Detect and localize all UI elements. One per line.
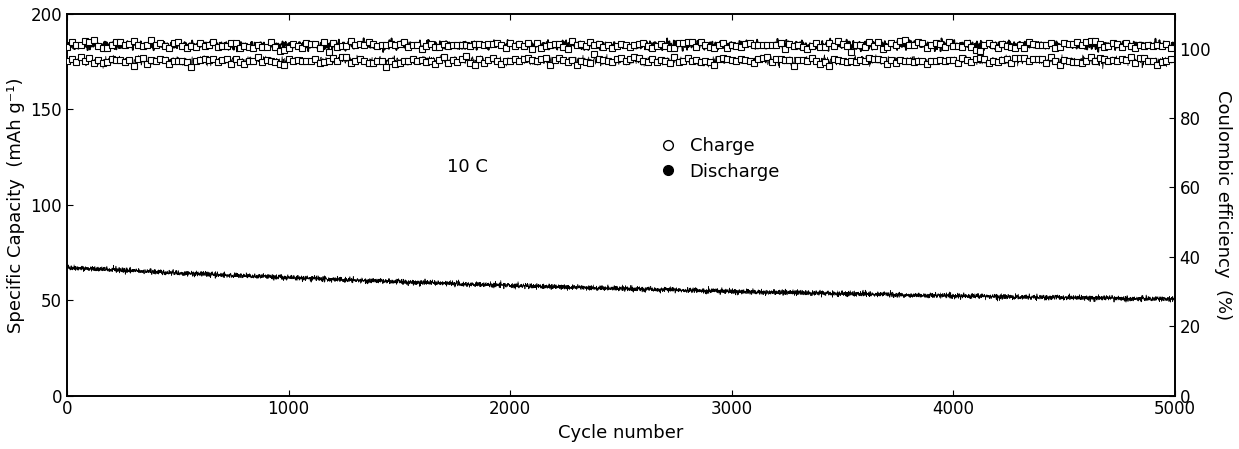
Text: 10 C: 10 C — [447, 158, 488, 176]
Legend: Charge, Discharge: Charge, Discharge — [643, 130, 787, 188]
X-axis label: Cycle number: Cycle number — [559, 424, 684, 442]
Y-axis label: Specific Capacity  (mAh g⁻¹): Specific Capacity (mAh g⁻¹) — [7, 77, 25, 333]
Y-axis label: Coulombic efficiency  (%): Coulombic efficiency (%) — [1214, 90, 1232, 320]
